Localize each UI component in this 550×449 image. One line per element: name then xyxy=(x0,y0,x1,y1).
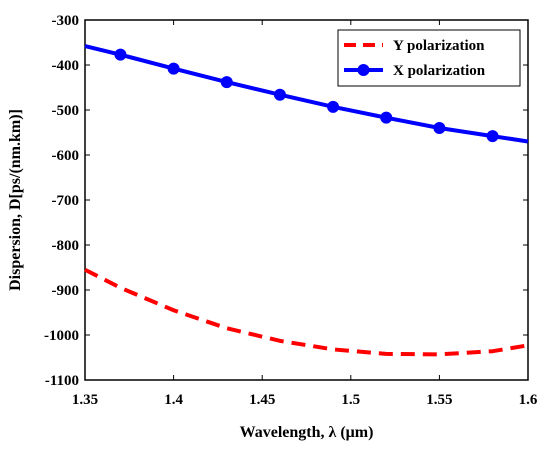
y-tick-label: -600 xyxy=(52,148,80,164)
legend-marker-x-polarization xyxy=(357,64,370,76)
legend-label-x-polarization: X polarization xyxy=(393,63,486,79)
x-tick-label: 1.6 xyxy=(519,392,538,408)
legend-label-y-polarization: Y polarization xyxy=(393,38,485,54)
data-point-x-polarization xyxy=(433,122,446,134)
data-point-x-polarization xyxy=(486,130,499,143)
data-point-x-polarization xyxy=(327,100,340,113)
y-tick-label: -700 xyxy=(52,193,80,209)
series-line-x-polarization xyxy=(84,44,529,144)
legend-box xyxy=(337,29,521,87)
data-point-x-polarization xyxy=(273,88,286,101)
x-tick-label: 1.55 xyxy=(426,392,452,408)
data-point-x-polarization xyxy=(380,111,393,124)
data-point-x-polarization xyxy=(114,48,127,61)
y-tick-label: -1000 xyxy=(44,328,79,344)
data-point-x-polarization xyxy=(220,76,233,89)
y-axis-ticks: -300 -400 -500 -600 -700 -800 -900 -1000 -1100 xyxy=(44,13,528,389)
x-axis-ticks: 1.35 1.4 1.45 1.5 1.55 1.6 xyxy=(72,20,538,408)
legend: Y polarization X polarization xyxy=(337,29,521,87)
x-axis-label: Wavelength, λ (μm) xyxy=(240,424,374,441)
series-layer xyxy=(84,44,529,357)
y-tick-label: -900 xyxy=(52,283,80,299)
x-tick-label: 1.5 xyxy=(341,392,360,408)
y-tick-label: -400 xyxy=(52,58,80,74)
y-tick-label: -800 xyxy=(52,238,80,254)
x-tick-label: 1.4 xyxy=(164,392,183,408)
data-point-x-polarization xyxy=(167,62,180,75)
x-tick-label: 1.45 xyxy=(249,392,275,408)
x-tick-label: 1.35 xyxy=(72,392,98,408)
y-axis-label: Dispersion, D[ps/(nm.km)] xyxy=(7,109,24,291)
y-tick-label: -500 xyxy=(52,103,80,119)
y-tick-label: -1100 xyxy=(45,373,79,389)
y-tick-label: -300 xyxy=(52,13,80,29)
series-line-y-polarization xyxy=(84,267,529,357)
